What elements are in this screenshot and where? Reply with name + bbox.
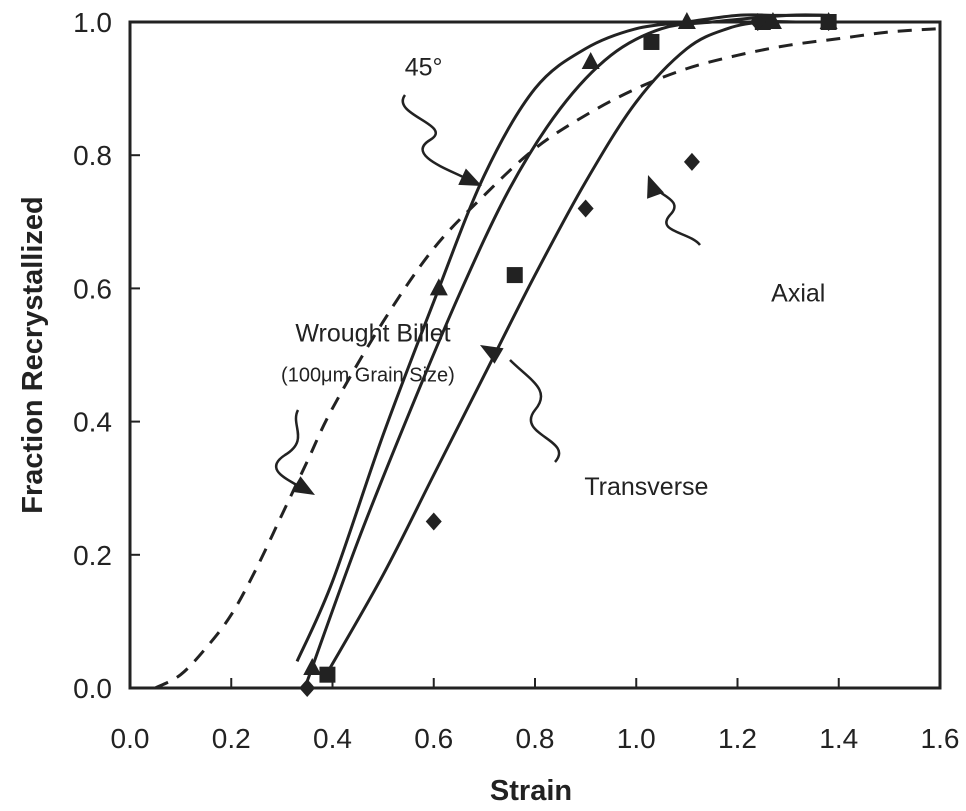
x-tick-label: 0.8: [516, 723, 555, 754]
x-tick-label: 0.6: [414, 723, 453, 754]
annotations: 45° Axial Wrought Billet (100μm Grain Size)…: [281, 53, 825, 501]
marker-axial: [299, 679, 316, 697]
marker-axial: [820, 13, 837, 31]
x-tick-label: 1.2: [718, 723, 757, 754]
plot-frame: [128, 20, 942, 690]
plot-area: [128, 20, 942, 690]
arrow-head: [291, 476, 315, 495]
curve-transverse: [305, 13, 829, 682]
annotation-arrow: [509, 359, 561, 463]
curve-45: [295, 13, 829, 662]
arrow-head: [458, 168, 482, 186]
curve-axial: [321, 20, 829, 683]
x-tick-label: 1.6: [921, 723, 960, 754]
marker-axial: [749, 13, 766, 31]
y-tick-label: 0.0: [73, 673, 112, 704]
annotation-label: Transverse: [584, 473, 708, 501]
x-tick-label: 0.2: [212, 723, 251, 754]
y-tick-label: 0.8: [73, 140, 112, 171]
x-tick-label: 1.0: [617, 723, 656, 754]
y-tick-label: 1.0: [73, 7, 112, 38]
marker-45: [303, 658, 322, 676]
annotation-label: Wrought Billet: [295, 320, 450, 348]
x-tick-label: 0.0: [111, 723, 150, 754]
y-axis-title: Fraction Recrystallized: [17, 196, 49, 514]
marker-axial: [425, 512, 442, 531]
ticks: 0.0 0.2 0.4 0.6 0.8 1.0 1.2 1.4 1.6 0.0 0.2 0.4 0.6 0…: [73, 7, 959, 754]
annotation-arrow: [650, 184, 701, 246]
marker-transverse: [643, 33, 660, 50]
annotation-arrow: [401, 94, 466, 180]
annotation-arrows: [275, 94, 701, 495]
x-tick-label: 0.4: [313, 723, 352, 754]
curves: [154, 13, 941, 690]
marker-transverse: [319, 666, 336, 683]
annotation-arrow: [275, 409, 300, 488]
x-tick-label: 1.4: [819, 723, 858, 754]
x-axis-title: Strain: [490, 775, 572, 807]
markers: [299, 12, 838, 697]
marker-axial: [683, 152, 700, 171]
marker-45: [429, 278, 448, 296]
marker-axial: [577, 199, 594, 218]
y-tick-label: 0.2: [73, 540, 112, 571]
y-tick-label: 0.4: [73, 407, 112, 438]
y-tick-label: 0.6: [73, 273, 112, 304]
marker-transverse: [506, 267, 523, 284]
arrow-head: [647, 175, 664, 199]
annotation-label: (100μm Grain Size): [281, 365, 455, 387]
marker-45: [581, 51, 600, 69]
annotation-label: Axial: [771, 280, 825, 308]
arrow-head: [480, 345, 504, 364]
annotation-label: 45°: [405, 53, 443, 81]
marker-45: [677, 12, 696, 29]
